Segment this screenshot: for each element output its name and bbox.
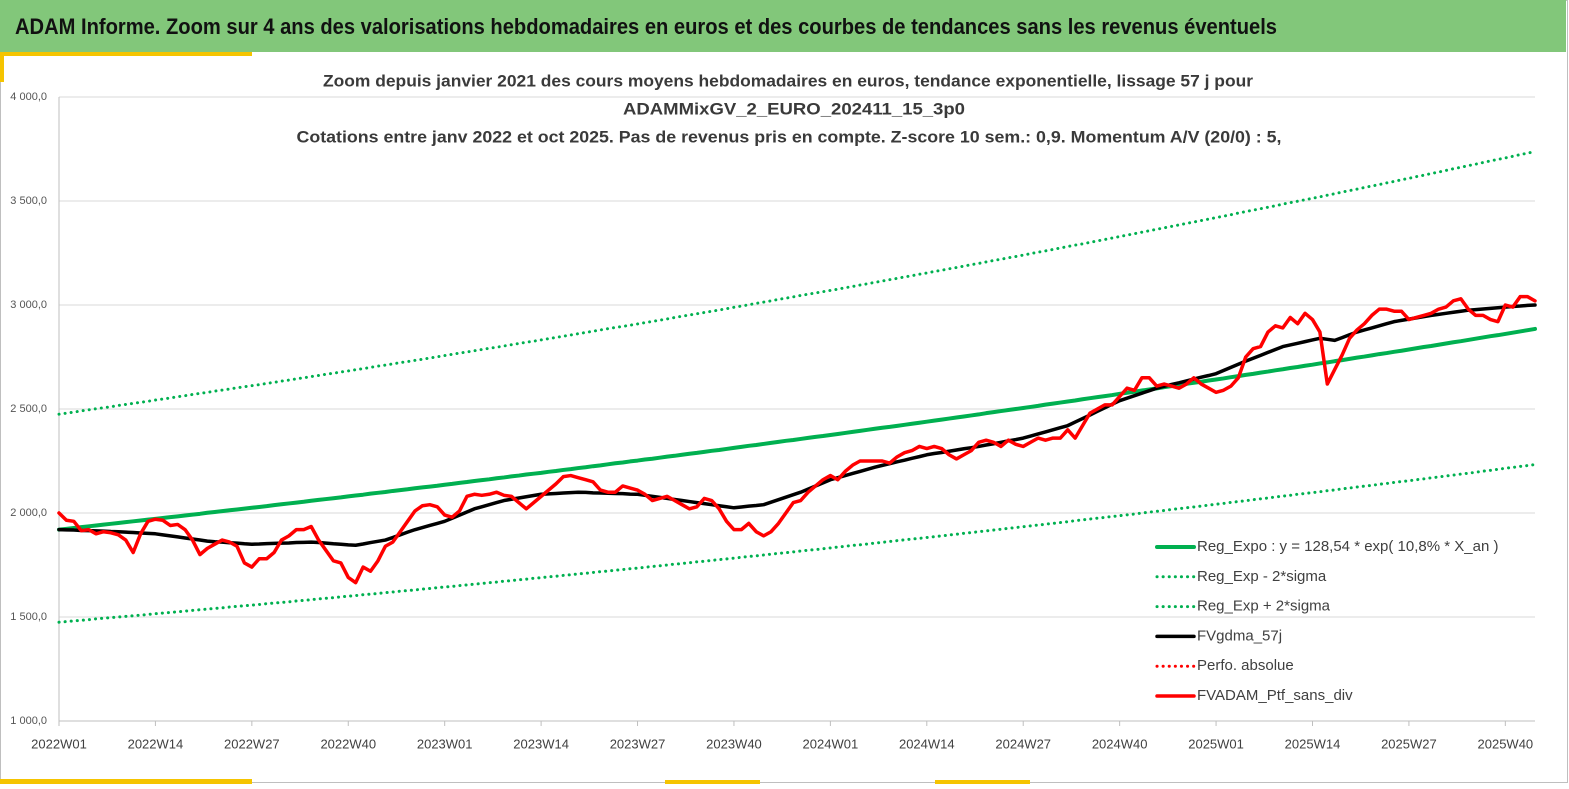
x-tick-label: 2022W14 [128,736,184,751]
x-tick-label: 2025W40 [1478,736,1534,751]
legend-label: FVgdma_57j [1197,627,1282,644]
legend-label: Reg_Exp + 2*sigma [1197,598,1331,615]
legend-label: Reg_Exp - 2*sigma [1197,568,1327,585]
y-tick-label: 2 500,0 [10,403,47,415]
x-tick-label: 2022W27 [224,736,280,751]
x-tick-label: 2023W01 [417,736,473,751]
accent [665,780,760,784]
y-tick-label: 1 500,0 [10,611,47,623]
x-tick-label: 2025W01 [1188,736,1244,751]
chart-title: ADAMMixGV_2_EURO_202411_15_3p0 [623,99,965,118]
accent [935,780,1030,784]
legend-label: Reg_Expo : y = 128,54 * exp( 10,8% * X_a… [1197,538,1498,555]
series-line [57,294,1537,585]
series-line [57,326,1537,532]
series-line [57,150,1537,416]
x-tick-label: 2025W14 [1285,736,1341,751]
y-tick-label: 3 000,0 [10,299,47,311]
chart-title: Zoom depuis janvier 2021 des cours moyen… [323,71,1253,90]
y-tick-label: 2 000,0 [10,507,47,519]
x-tick-label: 2024W01 [803,736,859,751]
x-tick-label: 2023W40 [706,736,762,751]
banner [0,0,1566,52]
legend: Reg_Expo : y = 128,54 * exp( 10,8% * X_a… [1155,538,1498,704]
y-tick-label: 3 500,0 [10,195,47,207]
x-tick-label: 2024W27 [995,736,1051,751]
x-tick-label: 2025W27 [1381,736,1437,751]
chart-title: Cotations entre janv 2022 et oct 2025. P… [297,127,1282,146]
accent [0,52,252,56]
accent [0,52,4,82]
plot [57,150,1537,624]
accent [0,779,252,784]
series-line [57,303,1537,547]
grid: 1 000,0 1 500,0 2 000,0 2 500,0 3 000,0 3 500… [10,91,1535,751]
x-tick-label: 2022W01 [31,736,87,751]
x-tick-label: 2024W40 [1092,736,1148,751]
x-tick-label: 2023W14 [513,736,569,751]
y-tick-label: 4 000,0 [10,91,47,103]
x-tick-label: 2022W40 [320,736,376,751]
y-tick-label: 1 000,0 [10,715,47,727]
x-tick-label: 2023W27 [610,736,666,751]
banner-title: ADAM Informe. Zoom sur 4 ans des valoris… [15,14,1277,39]
legend-label: Perfo. absolue [1197,657,1294,674]
legend-label: FVADAM_Ptf_sans_div [1197,687,1353,704]
x-tick-label: 2024W14 [899,736,955,751]
